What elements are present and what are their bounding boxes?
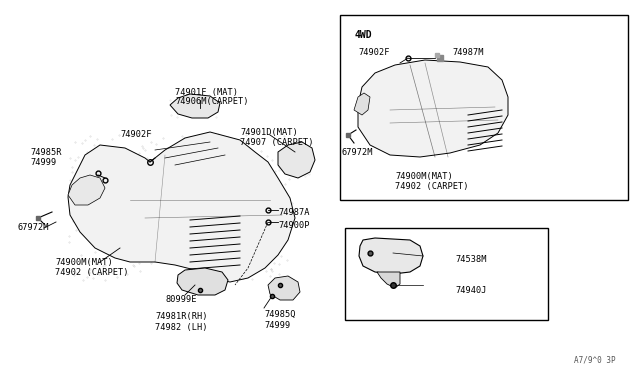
Text: 74900P: 74900P: [278, 221, 310, 230]
Text: 74901D(MAT): 74901D(MAT): [240, 128, 298, 137]
Text: 74907 (CARPET): 74907 (CARPET): [240, 138, 314, 147]
Polygon shape: [358, 60, 508, 157]
Text: 74985R: 74985R: [30, 148, 61, 157]
Text: 74900M(MAT): 74900M(MAT): [395, 172, 452, 181]
Polygon shape: [177, 268, 228, 295]
Text: 67972M: 67972M: [18, 223, 49, 232]
Text: 80999E: 80999E: [165, 295, 196, 304]
Text: A7/9^0 3P: A7/9^0 3P: [574, 356, 616, 365]
Text: 74985Q: 74985Q: [264, 310, 296, 319]
Text: 67972M: 67972M: [342, 148, 374, 157]
Text: 74538M: 74538M: [455, 255, 486, 264]
Text: 74987A: 74987A: [278, 208, 310, 217]
Text: 74902 (CARPET): 74902 (CARPET): [55, 268, 129, 277]
Text: 74906M(CARPET): 74906M(CARPET): [175, 97, 248, 106]
Bar: [345, 228, 548, 320]
Text: 74902F: 74902F: [358, 48, 390, 57]
Polygon shape: [359, 238, 423, 274]
Text: 74982 (LH): 74982 (LH): [155, 323, 207, 332]
Bar: [340, 15, 628, 200]
Polygon shape: [278, 142, 315, 178]
Polygon shape: [68, 132, 295, 282]
Text: 74902 (CARPET): 74902 (CARPET): [395, 182, 468, 191]
Polygon shape: [377, 272, 400, 288]
Text: 4WD: 4WD: [355, 30, 372, 40]
Text: 74987M: 74987M: [452, 48, 483, 57]
Text: 74981R(RH): 74981R(RH): [155, 312, 207, 321]
Polygon shape: [170, 94, 220, 118]
Text: 74999: 74999: [30, 158, 56, 167]
Text: 74902F: 74902F: [120, 130, 152, 139]
Polygon shape: [354, 93, 370, 115]
Polygon shape: [68, 175, 105, 205]
Polygon shape: [268, 276, 300, 300]
Text: 74901F (MAT): 74901F (MAT): [175, 88, 238, 97]
Text: 74999: 74999: [264, 321, 291, 330]
Text: 74900M(MAT): 74900M(MAT): [55, 258, 113, 267]
Text: 74940J: 74940J: [455, 286, 486, 295]
